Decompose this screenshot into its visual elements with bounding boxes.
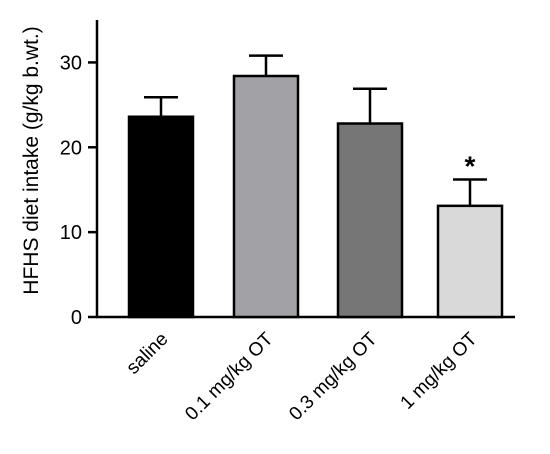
y-tick-label: 30	[60, 52, 82, 74]
y-tick-label: 20	[60, 137, 82, 159]
bar	[232, 74, 300, 319]
bar	[436, 204, 504, 319]
x-tick-label: 1 mg/kg OT	[397, 328, 482, 413]
bar	[336, 122, 404, 319]
significance-marker: *	[465, 151, 476, 182]
y-tick-label: 10	[60, 222, 82, 244]
y-ticks: 0 10 20 30	[60, 52, 97, 329]
x-tick-labels: saline 0.1 mg/kg OT 0.3 mg/kg OT 1 mg/kg OT	[123, 328, 482, 425]
y-axis-label: HFHS diet intake (g/kg b.wt.)	[20, 26, 43, 294]
x-tick-label: saline	[123, 329, 173, 379]
bar	[127, 115, 195, 319]
x-tick-label: 0.3 mg/kg OT	[285, 328, 382, 425]
y-tick-label: 0	[71, 307, 82, 329]
x-tick-label: 0.1 mg/kg OT	[181, 328, 278, 425]
bars: *	[127, 54, 504, 319]
